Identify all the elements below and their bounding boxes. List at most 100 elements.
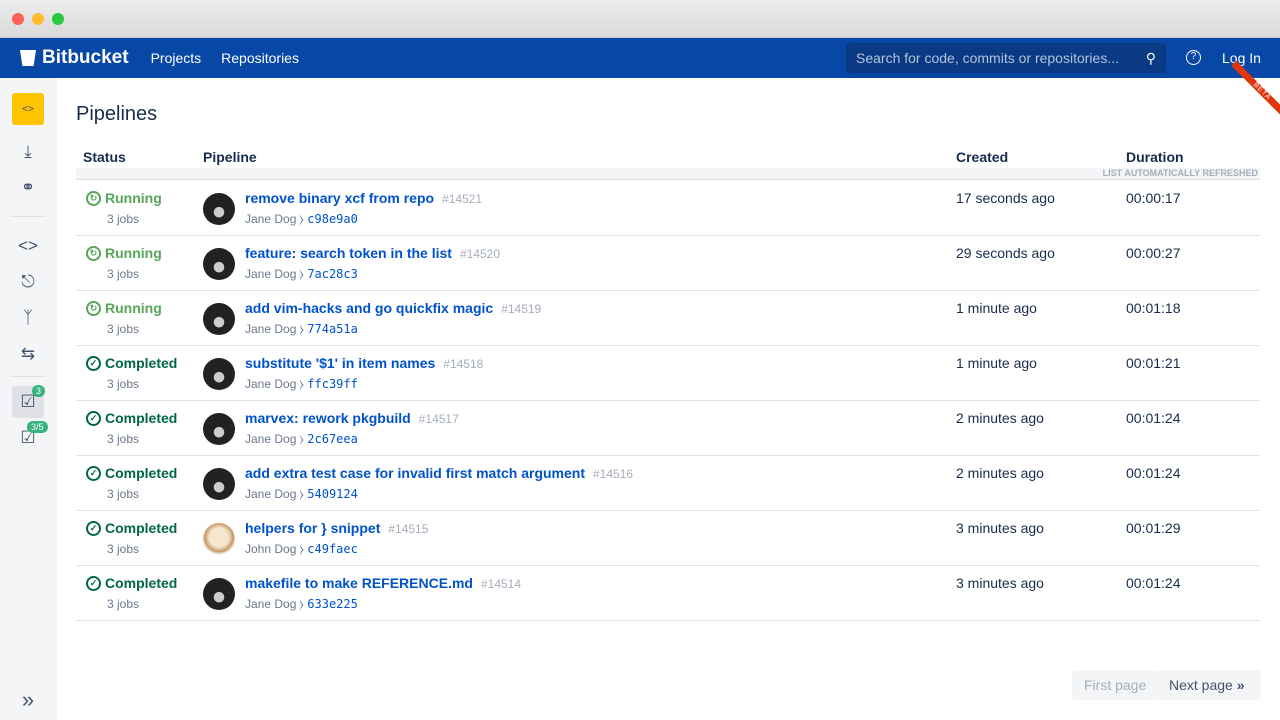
pipeline-row[interactable]: ✓ Completed 3 jobs substitute '$1' in ite… [76, 346, 1260, 401]
jobs-count: 3 jobs [107, 212, 140, 226]
duration: 00:01:24 [1126, 465, 1181, 481]
pipeline-link[interactable]: makefile to make REFERENCE.md [245, 575, 473, 591]
duration: 00:01:29 [1126, 520, 1181, 536]
commit-icon: ⧽ [299, 487, 304, 501]
status-badge: ✓ Completed [86, 575, 177, 591]
created-time: 17 seconds ago [956, 190, 1055, 206]
refresh-bar: LIST AUTOMATICALLY REFRESHED [76, 168, 1260, 180]
status-badge: ↻ Running [86, 300, 162, 316]
status-label: Running [105, 300, 162, 316]
pipeline-row[interactable]: ✓ Completed 3 jobs helpers for } snippet #… [76, 511, 1260, 566]
pipeline-number: #14515 [388, 522, 429, 536]
pipeline-link[interactable]: add vim-hacks and go quickfix magic [245, 300, 494, 316]
duration: 00:01:24 [1126, 410, 1181, 426]
search-input[interactable]: Search for code, commits or repositories… [846, 43, 1166, 73]
author: Jane Dog [245, 322, 297, 336]
author: Jane Dog [245, 212, 297, 226]
nav-repositories[interactable]: Repositories [221, 50, 299, 66]
source-icon[interactable]: <> [18, 236, 38, 255]
pipeline-row[interactable]: ✓ Completed 3 jobs marvex: rework pkgbuil… [76, 401, 1260, 456]
pipeline-number: #14519 [501, 302, 542, 316]
next-page-button[interactable]: Next page » [1157, 670, 1261, 700]
commit-hash-link[interactable]: 7ac28c3 [307, 267, 358, 281]
close-window-button[interactable] [12, 12, 24, 25]
expand-sidebar-icon[interactable]: » [21, 687, 35, 712]
brand-name: Bitbucket [42, 47, 129, 68]
avatar [203, 578, 235, 610]
commit-hash-link[interactable]: ffc39ff [307, 377, 358, 391]
login-link[interactable]: Log In [1222, 50, 1261, 66]
created-time: 29 seconds ago [956, 245, 1055, 261]
commit-hash-link[interactable]: 5409124 [307, 487, 358, 501]
first-page-button[interactable]: First page [1072, 670, 1159, 700]
status-label: Completed [105, 465, 178, 481]
status-badge: ✓ Completed [86, 465, 177, 481]
status-label: Completed [105, 520, 178, 536]
nav-projects[interactable]: Projects [150, 50, 202, 66]
jobs-count: 3 jobs [107, 322, 140, 336]
window-titlebar [0, 0, 1280, 38]
double-chevron-right-icon: » [1236, 677, 1245, 693]
check-circle-icon: ✓ [86, 410, 101, 426]
commit-hash-link[interactable]: c49faec [307, 542, 358, 556]
maximize-window-button[interactable] [52, 12, 64, 25]
branches-icon[interactable]: ᛉ [22, 308, 34, 327]
pipeline-row[interactable]: ✓ Completed 3 jobs add extra test case fo… [76, 456, 1260, 511]
download-icon[interactable]: ⤓ [24, 142, 32, 161]
check-circle-icon: ✓ [86, 575, 101, 591]
status-label: Running [105, 190, 162, 206]
running-icon: ↻ [86, 190, 101, 206]
commit-icon: ⧽ [299, 377, 304, 391]
pipeline-number: #14521 [442, 192, 483, 206]
commits-icon[interactable]: ⎋ [21, 272, 35, 291]
commit-icon: ⧽ [299, 322, 304, 336]
pipeline-link[interactable]: add extra test case for invalid first ma… [245, 465, 585, 481]
running-icon: ↻ [86, 300, 101, 316]
author: Jane Dog [245, 432, 297, 446]
pipeline-link[interactable]: helpers for } snippet [245, 520, 381, 536]
status-label: Completed [105, 410, 178, 426]
status-badge: ↻ Running [86, 245, 162, 261]
jobs-count: 3 jobs [107, 432, 140, 446]
pipeline-link[interactable]: remove binary xcf from repo [245, 190, 435, 206]
pipeline-link[interactable]: substitute '$1' in item names [245, 355, 436, 371]
jobs-count: 3 jobs [107, 267, 140, 281]
pipeline-row[interactable]: ↻ Running 3 jobs feature: search token in… [76, 236, 1260, 291]
compare-icon[interactable]: ⚭ [20, 178, 36, 197]
avatar [203, 303, 235, 335]
commit-hash-link[interactable]: 774a51a [307, 322, 358, 336]
status-label: Completed [105, 575, 178, 591]
pipeline-number: #14514 [480, 577, 522, 591]
page-title: Pipelines [76, 103, 158, 125]
commit-hash-link[interactable]: 2c67eea [307, 432, 358, 446]
duration: 00:01:21 [1126, 355, 1181, 371]
pipeline-row[interactable]: ↻ Running 3 jobs add vim-hacks and go qui… [76, 291, 1260, 346]
pipeline-number: #14517 [418, 412, 459, 426]
pull-requests-icon[interactable]: ⇆ [20, 344, 36, 363]
bitbucket-icon [20, 50, 36, 66]
created-time: 1 minute ago [956, 300, 1037, 316]
pipeline-row[interactable]: ✓ Completed 3 jobs makefile to make REFER… [76, 566, 1260, 621]
minimize-window-button[interactable] [32, 12, 44, 25]
help-icon[interactable]: ? [1186, 50, 1201, 65]
search-placeholder: Search for code, commits or repositories… [856, 50, 1119, 66]
pipeline-link[interactable]: marvex: rework pkgbuild [245, 410, 411, 426]
col-duration: Duration [1126, 149, 1184, 165]
pipeline-number: #14520 [459, 247, 500, 261]
created-time: 3 minutes ago [956, 575, 1044, 591]
table-header: Status Pipeline Created Duration [76, 148, 1260, 180]
pipeline-link[interactable]: feature: search token in the list [245, 245, 452, 261]
pipeline-row[interactable]: ↻ Running 3 jobs remove binary xcf from r… [76, 181, 1260, 236]
commit-hash-link[interactable]: c98e9a0 [307, 212, 358, 226]
check-circle-icon: ✓ [86, 355, 101, 371]
author: John Dog [245, 542, 297, 556]
search-icon[interactable]: ⚲ [1145, 50, 1156, 66]
duration: 00:01:24 [1126, 575, 1181, 591]
col-created: Created [956, 149, 1009, 165]
repo-avatar-icon[interactable]: <> [12, 93, 44, 125]
running-icon: ↻ [86, 245, 101, 261]
author: Jane Dog [245, 267, 297, 281]
bitbucket-logo[interactable]: Bitbucket [20, 47, 129, 69]
commit-hash-link[interactable]: 633e225 [307, 597, 358, 611]
status-badge: ↻ Running [86, 190, 162, 206]
